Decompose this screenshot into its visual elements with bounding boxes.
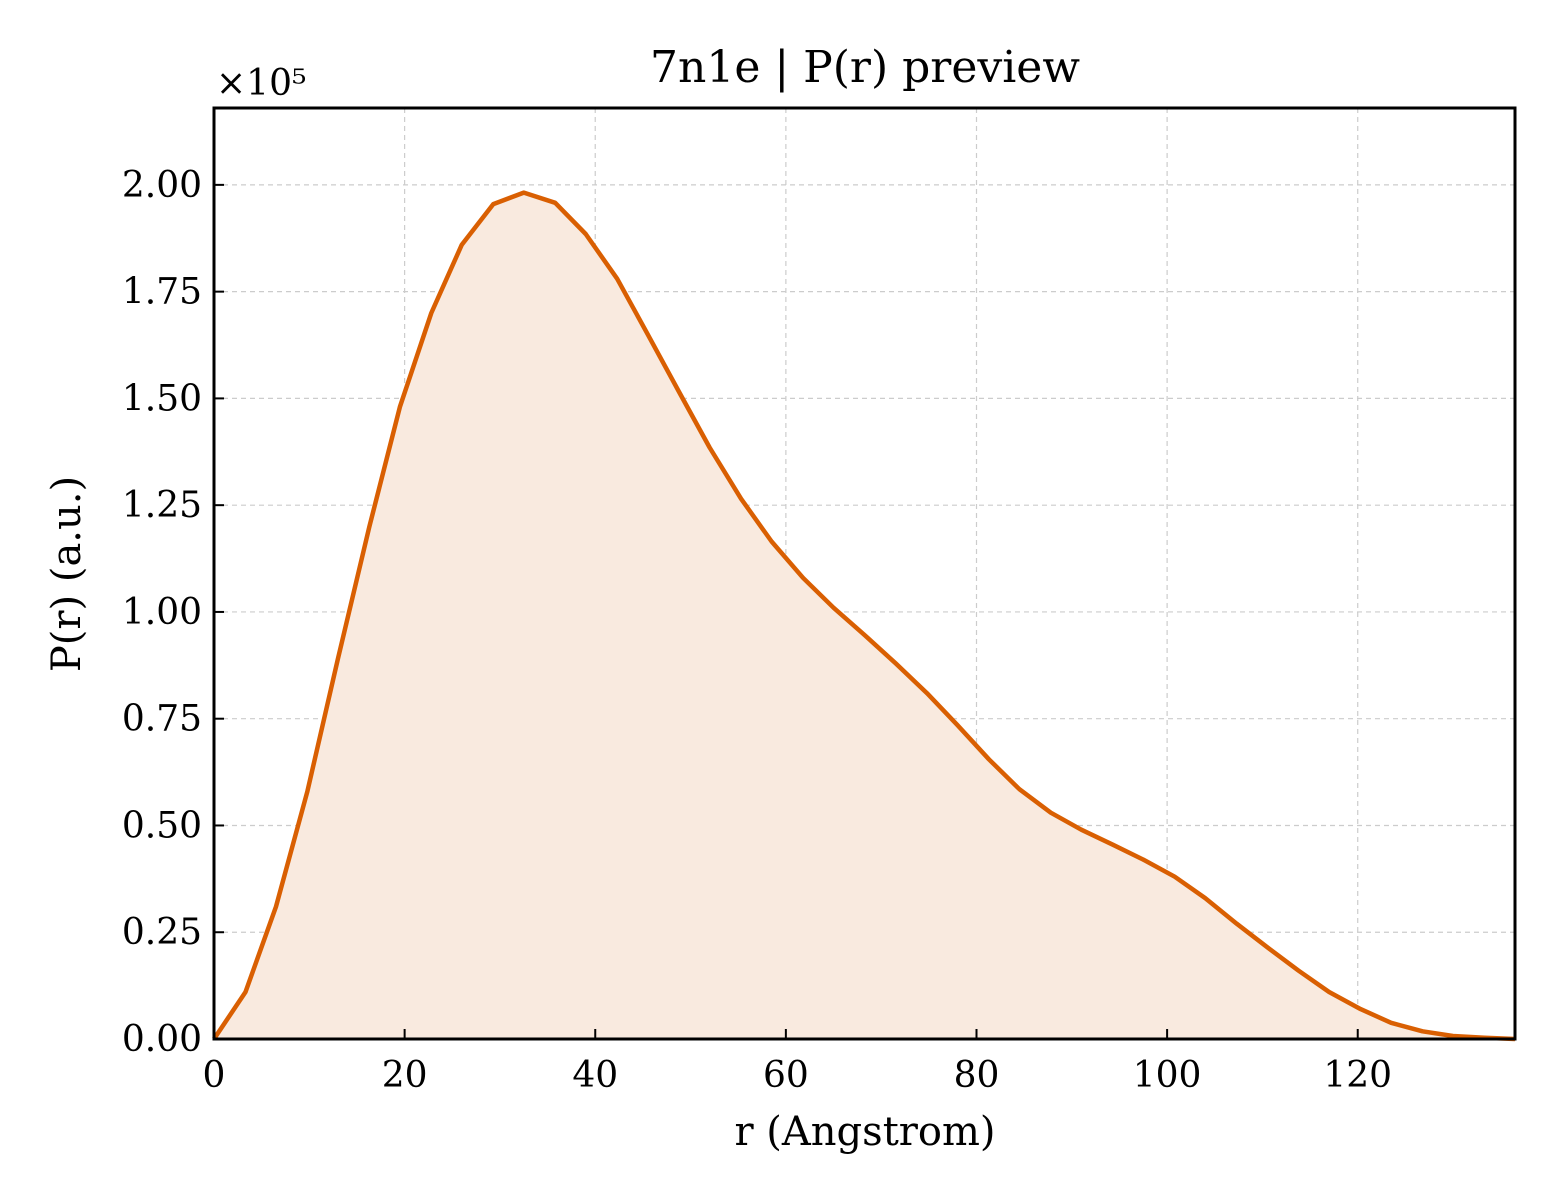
- tick-marks: [213, 183, 1359, 1040]
- y-tick-label: 1.50: [122, 378, 202, 419]
- y-tick-label: 0.25: [122, 912, 202, 953]
- y-tick-label: 1.75: [122, 272, 202, 313]
- y-tick-label: 2.00: [122, 165, 202, 206]
- y-tick-label: 0.00: [122, 1019, 202, 1060]
- y-tick-label: 0.75: [122, 699, 202, 740]
- x-tick-label: 60: [763, 1055, 809, 1096]
- x-tick-label: 40: [572, 1055, 618, 1096]
- y-tick-label: 1.25: [122, 485, 202, 526]
- x-tick-labels: 0 20 40 60 80 100 120: [203, 1055, 1393, 1096]
- x-tick-label: 80: [954, 1055, 1000, 1096]
- pr-area-fill: [214, 192, 1515, 1040]
- x-tick-label: 120: [1323, 1055, 1392, 1096]
- y-axis-label: P(r) (a.u.): [44, 476, 90, 672]
- pr-curve-line: [212, 190, 1516, 1042]
- y-tick-label: 0.50: [122, 805, 202, 846]
- chart-title: 7n1e | P(r) preview: [650, 42, 1080, 93]
- x-axis-label: r (Angstrom): [734, 1109, 995, 1155]
- x-tick-label: 0: [203, 1055, 226, 1096]
- plot-frame: [212, 106, 1517, 1041]
- x-tick-label: 20: [382, 1055, 428, 1096]
- y-axis-offset-label: ×10⁵: [216, 63, 306, 104]
- y-tick-labels: 0.00 0.25 0.50 0.75 1.00 1.25 1.50 1.75 2.00: [122, 165, 202, 1060]
- x-tick-label: 100: [1133, 1055, 1202, 1096]
- y-tick-label: 1.00: [122, 592, 202, 633]
